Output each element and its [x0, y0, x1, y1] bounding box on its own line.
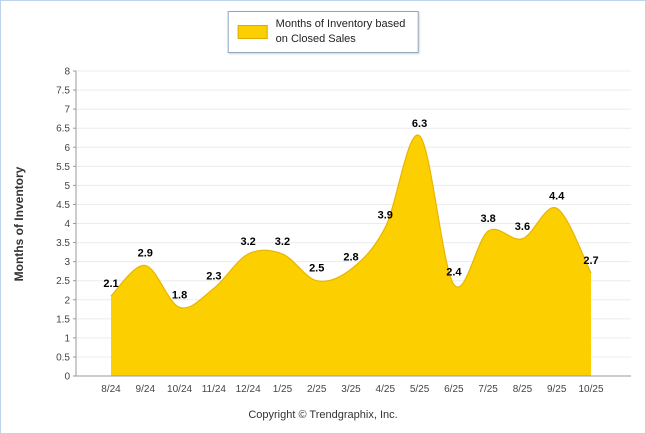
svg-text:3.9: 3.9 [378, 209, 393, 221]
svg-text:5/25: 5/25 [410, 384, 430, 395]
legend-swatch [237, 24, 268, 39]
svg-text:3.2: 3.2 [240, 236, 255, 248]
svg-text:2.1: 2.1 [103, 278, 118, 290]
svg-text:3.8: 3.8 [480, 213, 495, 225]
legend-label: Months of Inventory based on Closed Sale… [276, 17, 406, 47]
svg-text:0: 0 [64, 372, 70, 383]
svg-text:1: 1 [64, 333, 70, 344]
svg-text:2/25: 2/25 [307, 384, 327, 395]
svg-text:4/25: 4/25 [376, 384, 396, 395]
svg-text:8/24: 8/24 [101, 384, 121, 395]
svg-text:0.5: 0.5 [56, 352, 70, 363]
svg-text:1.8: 1.8 [172, 289, 187, 301]
svg-text:3: 3 [64, 257, 70, 268]
svg-text:10/24: 10/24 [167, 384, 192, 395]
svg-text:11/24: 11/24 [202, 384, 227, 395]
svg-text:3.5: 3.5 [56, 238, 70, 249]
svg-text:9/25: 9/25 [547, 384, 567, 395]
svg-text:7: 7 [64, 105, 70, 116]
svg-text:1/25: 1/25 [273, 384, 293, 395]
svg-text:4.4: 4.4 [549, 190, 565, 202]
svg-text:2.5: 2.5 [309, 263, 324, 275]
svg-text:2.9: 2.9 [138, 247, 153, 259]
svg-text:5: 5 [64, 181, 70, 192]
svg-text:2.7: 2.7 [583, 255, 598, 267]
svg-text:8/25: 8/25 [513, 384, 533, 395]
svg-text:2.8: 2.8 [343, 251, 358, 263]
svg-text:8: 8 [64, 67, 70, 78]
svg-text:7.5: 7.5 [56, 86, 70, 97]
y-axis-title: Months of Inventory [12, 166, 26, 282]
legend: Months of Inventory based on Closed Sale… [227, 11, 419, 53]
svg-text:3/25: 3/25 [341, 384, 361, 395]
svg-text:3.2: 3.2 [275, 236, 290, 248]
svg-text:4: 4 [64, 219, 70, 230]
svg-text:7/25: 7/25 [478, 384, 498, 395]
svg-text:6: 6 [64, 143, 70, 154]
legend-label-line2: on Closed Sales [275, 32, 356, 45]
svg-text:9/24: 9/24 [136, 384, 156, 395]
svg-text:6.5: 6.5 [56, 124, 70, 135]
svg-text:4.5: 4.5 [56, 200, 70, 211]
svg-text:2.4: 2.4 [446, 267, 462, 279]
svg-text:1.5: 1.5 [56, 314, 70, 325]
svg-text:2: 2 [64, 295, 70, 306]
svg-text:5.5: 5.5 [56, 162, 70, 173]
svg-text:10/25: 10/25 [578, 384, 603, 395]
svg-text:12/24: 12/24 [236, 384, 261, 395]
legend-label-line1: Months of Inventory based [275, 18, 406, 30]
svg-text:2.5: 2.5 [56, 276, 70, 287]
svg-text:2.3: 2.3 [206, 270, 221, 282]
copyright-text: Copyright © Trendgraphix, Inc. [248, 409, 398, 421]
svg-text:3.6: 3.6 [515, 221, 530, 233]
svg-text:6.3: 6.3 [412, 118, 427, 130]
svg-text:6/25: 6/25 [444, 384, 464, 395]
